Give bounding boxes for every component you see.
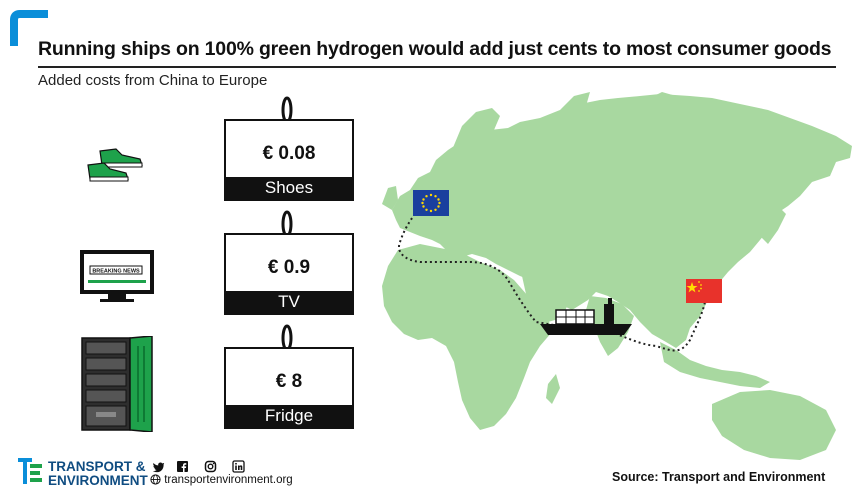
linkedin-icon[interactable]	[232, 460, 245, 473]
eu-flag-icon	[413, 190, 449, 216]
te-logo-icon	[18, 458, 42, 484]
twitter-icon[interactable]	[152, 460, 165, 473]
price-tag-shoes: € 0.08 Shoes	[224, 119, 354, 201]
page-title: Running ships on 100% green hydrogen wou…	[38, 38, 832, 60]
fridge-icon	[81, 336, 153, 432]
globe-icon	[150, 474, 161, 485]
tag-label: Shoes	[226, 177, 352, 199]
tag-price: € 0.08	[262, 143, 316, 164]
sneakers-icon	[87, 148, 143, 182]
facebook-icon[interactable]	[176, 460, 189, 473]
brand-name: TRANSPORT & ENVIRONMENT	[48, 460, 148, 488]
landmass	[382, 92, 852, 460]
website-link[interactable]: transportenvironment.org	[150, 474, 293, 486]
china-flag-icon	[686, 279, 722, 303]
shipping-route	[398, 209, 707, 352]
page-subtitle: Added costs from China to Europe	[38, 72, 268, 89]
tv-screen-text: BREAKING NEWS	[92, 269, 140, 275]
price-tag-tv: € 0.9 TV	[224, 233, 354, 315]
tag-label: Fridge	[226, 405, 352, 427]
source-note: Source: Transport and Environment	[612, 470, 826, 484]
tag-price: € 0.9	[267, 257, 311, 278]
television-icon: BREAKING NEWS	[80, 250, 154, 302]
price-tag-fridge: € 8 Fridge	[224, 347, 354, 429]
tag-price: € 8	[275, 371, 303, 392]
corner-bracket-icon	[10, 10, 48, 46]
title-divider	[38, 66, 836, 68]
cargo-ship-icon	[540, 298, 632, 335]
website-text[interactable]: transportenvironment.org	[164, 474, 293, 486]
brand-line-2: ENVIRONMENT	[48, 473, 148, 488]
brand-line-1: TRANSPORT &	[48, 459, 146, 474]
tag-label: TV	[226, 291, 352, 313]
instagram-icon[interactable]	[204, 460, 217, 473]
